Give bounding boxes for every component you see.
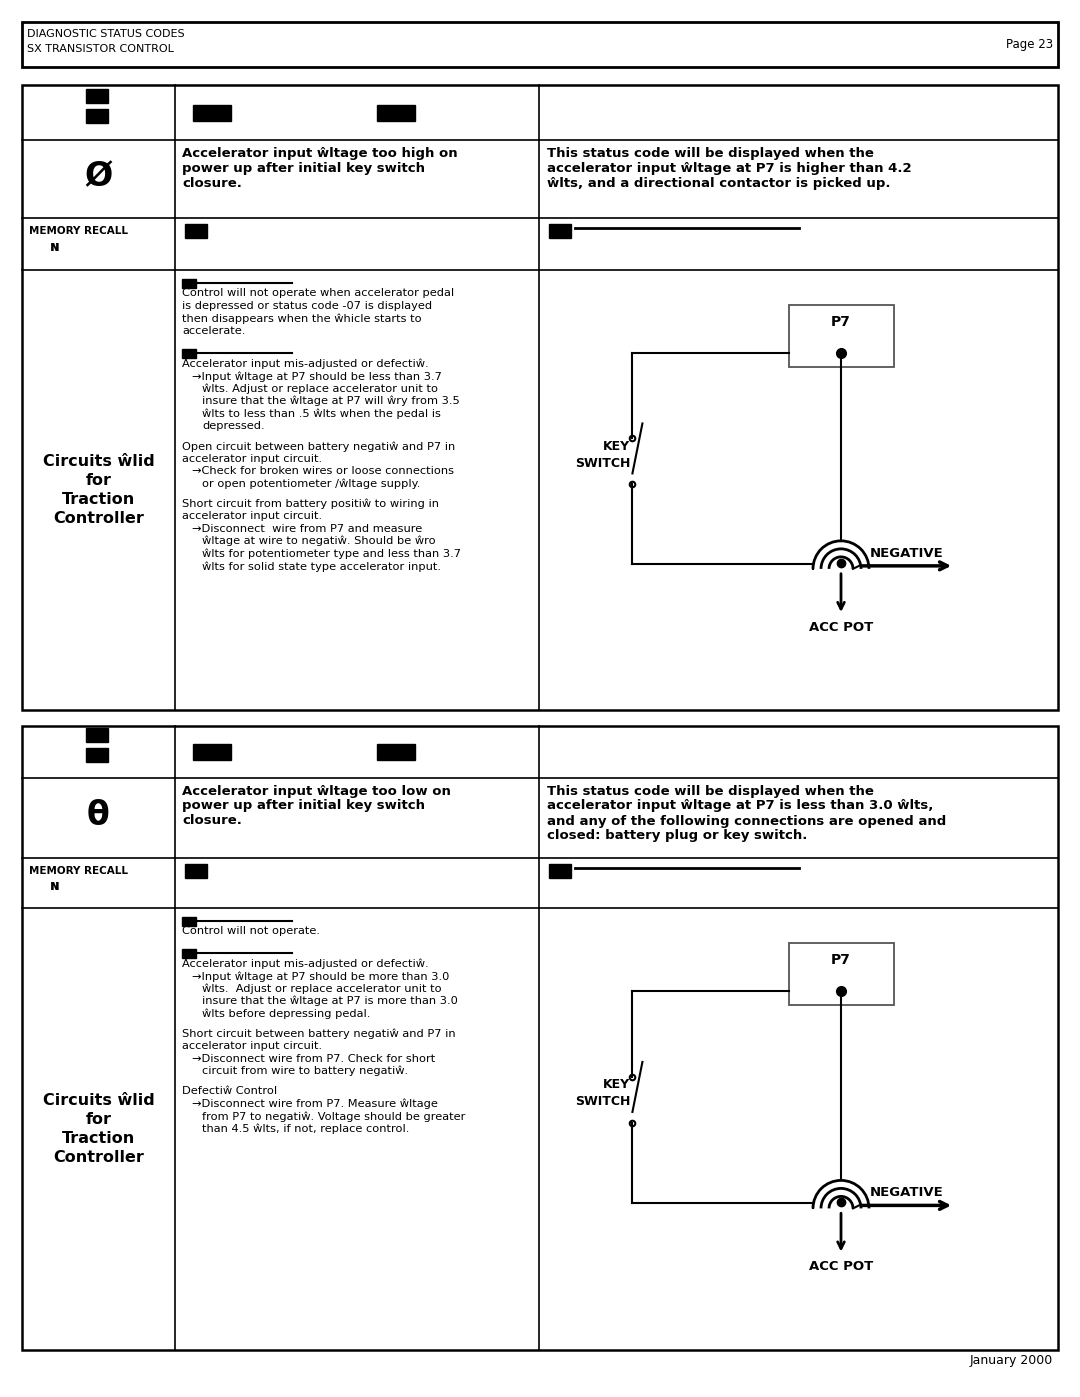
Bar — [788, 943, 893, 1004]
Bar — [185, 863, 207, 877]
Text: ACC POT: ACC POT — [809, 1260, 873, 1274]
Text: Ø: Ø — [84, 161, 112, 194]
Text: →Input ŵltage at P7 should be more than 3.0: →Input ŵltage at P7 should be more than … — [192, 971, 449, 982]
Text: DIAGNOSTIC STATUS CODES: DIAGNOSTIC STATUS CODES — [27, 29, 185, 39]
Text: Control will not operate when accelerator pedal: Control will not operate when accelerato… — [183, 289, 454, 299]
Text: ŵlts to less than .5 ŵlts when the pedal is: ŵlts to less than .5 ŵlts when the pedal… — [202, 408, 441, 419]
Text: Page 23: Page 23 — [1005, 38, 1053, 52]
Text: than 4.5 ŵlts, if not, replace control.: than 4.5 ŵlts, if not, replace control. — [202, 1123, 409, 1134]
Text: ɴ: ɴ — [50, 880, 59, 894]
Bar — [193, 105, 231, 120]
Text: →Disconnect wire from P7. Check for short: →Disconnect wire from P7. Check for shor… — [192, 1053, 435, 1063]
Text: or open potentiometer /ŵltage supply.: or open potentiometer /ŵltage supply. — [202, 479, 420, 489]
Text: →Input ŵltage at P7 should be less than 3.7: →Input ŵltage at P7 should be less than … — [192, 372, 442, 381]
Text: Control will not operate.: Control will not operate. — [183, 926, 320, 936]
Bar — [183, 916, 195, 925]
Text: for: for — [85, 1112, 111, 1127]
Text: Accelerator input ŵltage too high on
power up after initial key switch
closure.: Accelerator input ŵltage too high on pow… — [183, 147, 458, 190]
Text: This status code will be displayed when the
accelerator input ŵltage at P7 is hi: This status code will be displayed when … — [546, 147, 912, 190]
Text: ŵlts for solid state type accelerator input.: ŵlts for solid state type accelerator in… — [202, 562, 441, 571]
Text: This status code will be displayed when the
accelerator input ŵltage at P7 is le: This status code will be displayed when … — [546, 785, 946, 842]
Text: θ: θ — [87, 799, 110, 833]
Text: Short circuit between battery negatiŵ and P7 in: Short circuit between battery negatiŵ an… — [183, 1028, 456, 1039]
Text: →Disconnect wire from P7. Measure ŵltage: →Disconnect wire from P7. Measure ŵltage — [192, 1098, 437, 1109]
Text: NEGATIVE: NEGATIVE — [869, 546, 943, 560]
Text: Defectiŵ Control: Defectiŵ Control — [183, 1085, 278, 1097]
Bar — [86, 728, 108, 742]
Bar — [549, 224, 571, 237]
Text: KEY: KEY — [604, 440, 631, 453]
Text: is depressed or status code -07 is displayed: is depressed or status code -07 is displ… — [183, 300, 432, 312]
Text: SWITCH: SWITCH — [575, 1095, 631, 1108]
Bar — [86, 109, 108, 123]
Text: P7: P7 — [832, 953, 851, 967]
Bar — [22, 725, 1058, 1350]
Text: ŵlts before depressing pedal.: ŵlts before depressing pedal. — [202, 1009, 370, 1018]
Text: Accelerator input mis-adjusted or defectiŵ.: Accelerator input mis-adjusted or defect… — [183, 958, 429, 970]
Bar — [22, 22, 1058, 67]
Text: for: for — [85, 472, 111, 488]
Text: ACC POT: ACC POT — [809, 620, 873, 634]
Text: ŵlts. Adjust or replace accelerator unit to: ŵlts. Adjust or replace accelerator unit… — [202, 384, 438, 394]
Text: MEMORY RECALL: MEMORY RECALL — [29, 866, 129, 876]
Text: ɴ: ɴ — [50, 240, 59, 254]
Bar — [185, 224, 207, 237]
Bar — [788, 305, 893, 367]
Text: Open circuit between battery negatiŵ and P7 in: Open circuit between battery negatiŵ and… — [183, 441, 456, 451]
Bar — [86, 747, 108, 761]
Bar — [377, 743, 415, 760]
Text: ŵltage at wire to negatiŵ. Should be ŵro: ŵltage at wire to negatiŵ. Should be ŵro — [202, 536, 435, 546]
Text: January 2000: January 2000 — [970, 1354, 1053, 1368]
Text: circuit from wire to battery negatiŵ.: circuit from wire to battery negatiŵ. — [202, 1066, 408, 1077]
Text: SX TRANSISTOR CONTROL: SX TRANSISTOR CONTROL — [27, 43, 174, 54]
Text: Controller: Controller — [53, 511, 144, 525]
Text: KEY: KEY — [604, 1078, 631, 1091]
Text: SWITCH: SWITCH — [575, 457, 631, 469]
Text: P7: P7 — [832, 314, 851, 330]
Text: then disappears when the ŵhicle starts to: then disappears when the ŵhicle starts t… — [183, 313, 421, 324]
Text: from P7 to negatiŵ. Voltage should be greater: from P7 to negatiŵ. Voltage should be gr… — [202, 1111, 465, 1122]
Bar — [22, 85, 1058, 710]
Text: Circuits ŵlid: Circuits ŵlid — [42, 1092, 154, 1108]
Text: Accelerator input ŵltage too low on
power up after initial key switch
closure.: Accelerator input ŵltage too low on powe… — [183, 785, 450, 827]
Text: →Disconnect  wire from P7 and measure: →Disconnect wire from P7 and measure — [192, 524, 422, 534]
Bar — [86, 88, 108, 102]
Text: NEGATIVE: NEGATIVE — [869, 1186, 943, 1200]
Text: Traction: Traction — [62, 492, 135, 507]
Text: accelerate.: accelerate. — [183, 326, 245, 337]
Text: insure that the ŵltage at P7 is more than 3.0: insure that the ŵltage at P7 is more tha… — [202, 996, 458, 1006]
Bar — [183, 949, 195, 958]
Text: Circuits ŵlid: Circuits ŵlid — [42, 454, 154, 469]
Bar — [183, 349, 195, 358]
Text: Accelerator input mis-adjusted or defectiŵ.: Accelerator input mis-adjusted or defect… — [183, 359, 429, 369]
Text: MEMORY RECALL: MEMORY RECALL — [29, 226, 129, 236]
Text: Traction: Traction — [62, 1130, 135, 1146]
Text: Short circuit from battery positiŵ to wiring in: Short circuit from battery positiŵ to wi… — [183, 499, 438, 509]
Text: accelerator input circuit.: accelerator input circuit. — [183, 511, 322, 521]
Text: →Check for broken wires or loose connections: →Check for broken wires or loose connect… — [192, 467, 454, 476]
Text: accelerator input circuit.: accelerator input circuit. — [183, 454, 322, 464]
Bar — [377, 105, 415, 120]
Bar — [183, 279, 195, 288]
Text: accelerator input circuit.: accelerator input circuit. — [183, 1041, 322, 1051]
Text: depressed.: depressed. — [202, 420, 265, 432]
Bar — [549, 863, 571, 877]
Text: Controller: Controller — [53, 1150, 144, 1165]
Text: ŵlts for potentiometer type and less than 3.7: ŵlts for potentiometer type and less tha… — [202, 549, 461, 559]
Text: ŵlts.  Adjust or replace accelerator unit to: ŵlts. Adjust or replace accelerator unit… — [202, 983, 442, 995]
Bar — [193, 743, 231, 760]
Text: insure that the ŵltage at P7 will ŵry from 3.5: insure that the ŵltage at P7 will ŵry fr… — [202, 395, 460, 407]
